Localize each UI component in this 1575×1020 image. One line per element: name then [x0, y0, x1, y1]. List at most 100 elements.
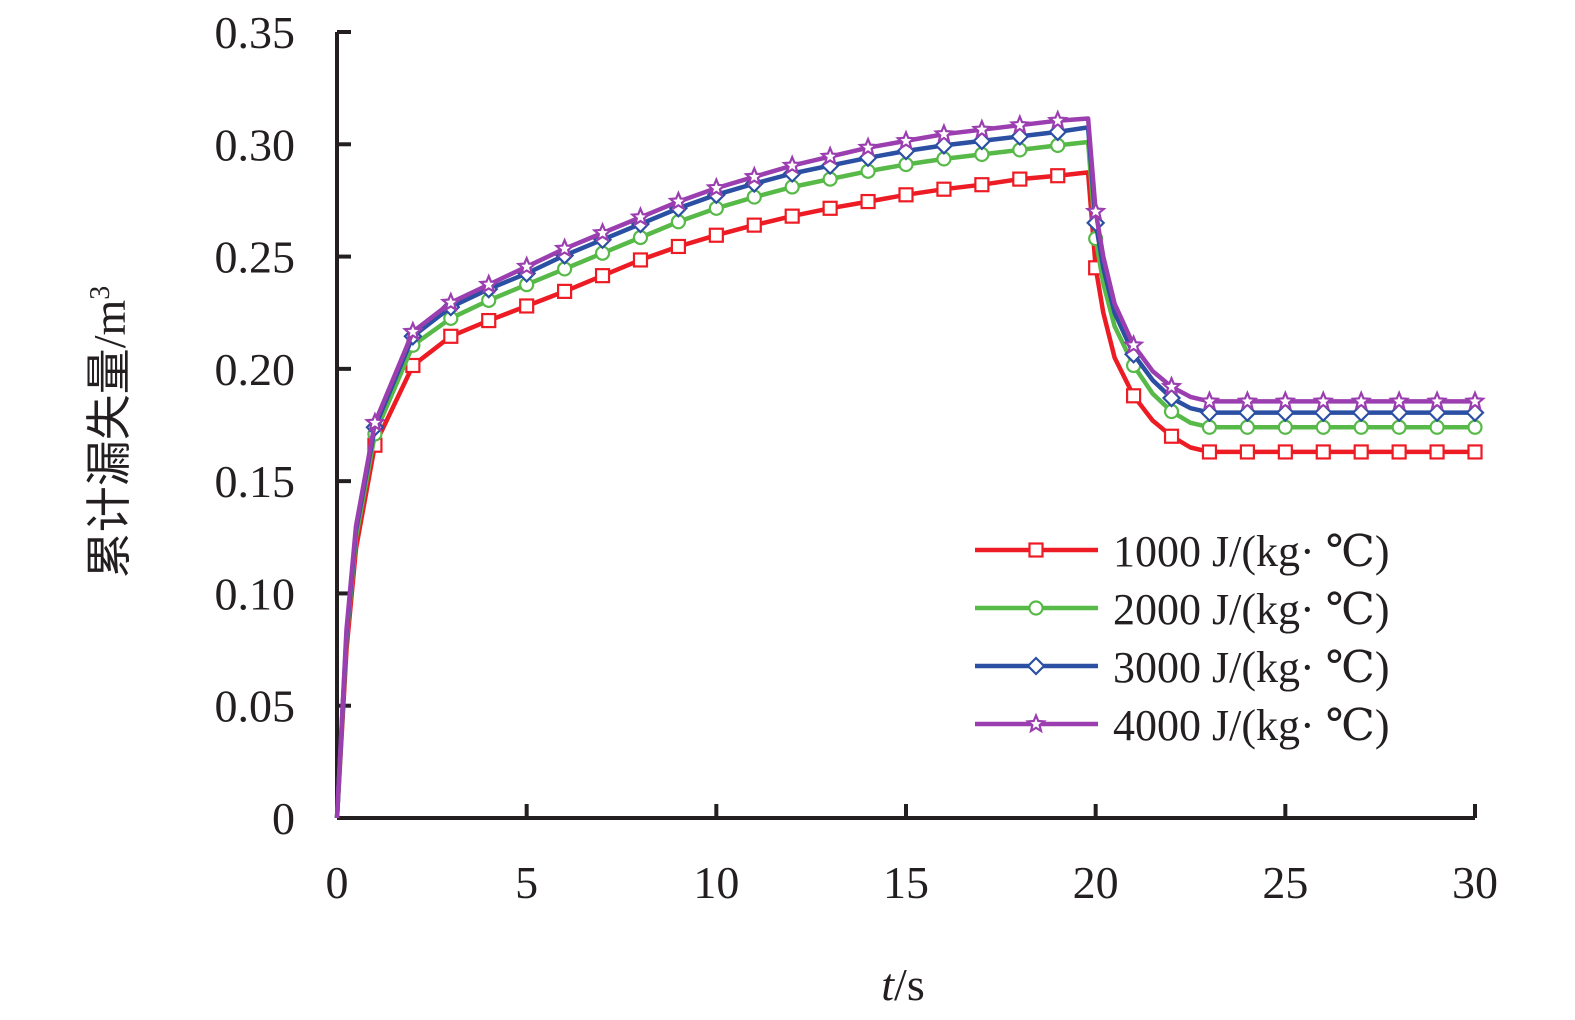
data-point [1353, 444, 1369, 460]
y-axis-title-sup: 3 [85, 286, 116, 300]
y-tick-label: 0 [272, 793, 295, 844]
data-point [1429, 444, 1445, 460]
data-point [1122, 333, 1145, 355]
y-tick-label: 0.10 [215, 568, 296, 619]
x-axis-title-unit: /s [894, 959, 925, 1010]
data-point [477, 273, 500, 294]
data-point [1277, 444, 1293, 460]
data-point [971, 118, 993, 139]
data-point [819, 145, 841, 166]
data-point [632, 252, 649, 268]
data-point [1201, 444, 1218, 460]
x-tick-label: 0 [326, 857, 349, 908]
data-point [1426, 390, 1448, 411]
legend-item-4: 4000 J/(kg· ℃) [975, 701, 1390, 750]
y-axis-title: 累计漏失量/m3 [84, 286, 135, 579]
data-point [594, 268, 611, 284]
data-point [364, 411, 386, 432]
data-point [1160, 375, 1183, 397]
data-point [1239, 444, 1256, 460]
legend-item-2: 2000 J/(kg· ℃) [975, 585, 1390, 634]
data-point [933, 122, 955, 144]
data-point [1163, 428, 1180, 444]
data-point [1467, 419, 1483, 435]
legend-marker [1028, 542, 1044, 558]
data-point [1350, 390, 1373, 411]
data-point [1012, 171, 1028, 187]
y-tick-label: 0.05 [215, 681, 296, 732]
data-point [481, 312, 497, 329]
data-point [515, 255, 538, 276]
data-point [1084, 200, 1107, 221]
data-point [1315, 419, 1331, 435]
data-point [591, 221, 614, 243]
series-4 [334, 109, 1486, 819]
y-tick-label: 0.15 [215, 456, 296, 507]
data-point [439, 291, 462, 312]
data-point [667, 190, 690, 211]
data-point [1391, 444, 1407, 460]
data-point [1274, 390, 1297, 411]
x-tick-label: 20 [1073, 857, 1119, 908]
data-point [443, 328, 459, 344]
legend: 1000 J/(kg· ℃) 2000 J/(kg· ℃) 3000 J/(kg· … [975, 527, 1390, 750]
legend-item-1: 1000 J/(kg· ℃) [975, 527, 1390, 576]
data-point [556, 283, 573, 299]
legend-marker [1025, 712, 1047, 734]
x-tick-label: 30 [1452, 857, 1498, 908]
x-axis-title-italic: t [881, 959, 895, 1010]
data-point [1236, 390, 1259, 411]
data-point [1312, 390, 1335, 411]
data-point [1277, 419, 1293, 435]
data-point [1467, 444, 1483, 460]
data-point [1464, 390, 1486, 411]
data-point [1046, 109, 1069, 130]
y-tick-label: 0.30 [215, 119, 296, 170]
legend-label: 1000 J/(kg· ℃) [1113, 527, 1390, 576]
data-point [895, 129, 917, 151]
legend-label: 2000 J/(kg· ℃) [1113, 585, 1390, 634]
legend-marker [1028, 600, 1044, 616]
data-point [1429, 419, 1445, 435]
data-point [553, 237, 576, 258]
data-point [1391, 419, 1407, 435]
y-tick-label: 0.20 [215, 344, 296, 395]
y-tick-label: 0.25 [215, 232, 296, 283]
x-tick-label: 25 [1262, 857, 1308, 908]
data-point [629, 205, 652, 227]
data-point [1198, 390, 1221, 411]
series-2 [334, 137, 1483, 819]
series-group [334, 109, 1486, 819]
data-point [1388, 390, 1410, 411]
x-tick-label: 10 [693, 857, 739, 908]
data-point [860, 193, 876, 210]
data-point [1239, 419, 1256, 435]
x-tick-label: 5 [515, 857, 538, 908]
data-point [1315, 444, 1331, 460]
data-point [743, 165, 766, 187]
data-point [974, 177, 990, 193]
data-point [898, 187, 914, 203]
data-point [705, 176, 728, 198]
legend-label: 4000 J/(kg· ℃) [1113, 701, 1390, 750]
data-point [519, 298, 535, 314]
data-point [402, 320, 424, 342]
data-point [1201, 419, 1218, 435]
legend-label: 3000 J/(kg· ℃) [1113, 643, 1390, 692]
data-point [1125, 388, 1142, 404]
data-point [1353, 419, 1369, 435]
data-point [781, 154, 804, 175]
data-point [936, 181, 952, 197]
data-point [746, 217, 762, 233]
legend-item-3: 3000 J/(kg· ℃) [975, 643, 1390, 692]
data-point [857, 136, 879, 157]
x-axis-title: t/s [881, 959, 924, 1010]
axes: 0 0.05 0.10 0.15 0.20 0.25 0.30 0.35 0 5 10 15 20 25 3… [215, 7, 1499, 908]
data-point [1050, 168, 1066, 184]
data-point [784, 208, 800, 224]
data-point [708, 227, 724, 243]
y-axis-title-text: 累计漏失量/m [84, 300, 135, 579]
data-point [822, 200, 838, 216]
